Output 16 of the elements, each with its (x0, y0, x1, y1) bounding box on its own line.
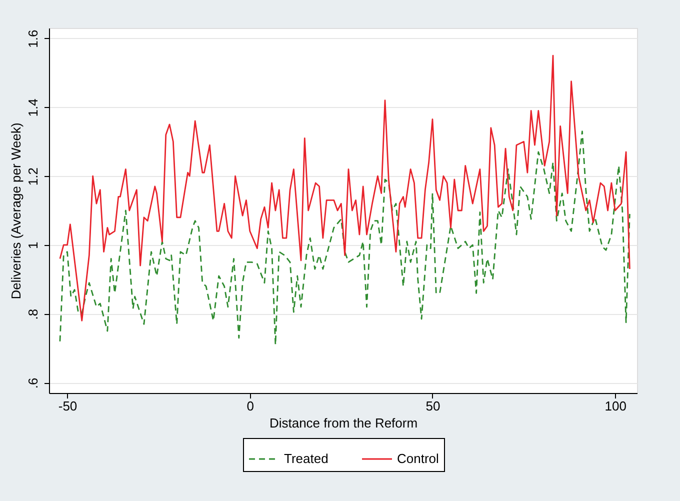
y-tick-label: 1 (26, 242, 40, 250)
y-axis-title: Deliveries (Average per Week) (8, 122, 24, 300)
x-tick-label: 0 (246, 398, 254, 414)
legend-label: Control (397, 451, 440, 466)
y-tick-label: 1.2 (26, 168, 40, 186)
legend-label: Treated (284, 451, 328, 466)
line-series (59, 130, 630, 346)
line-series (59, 54, 630, 322)
y-tick-label: 1.4 (26, 98, 40, 117)
x-axis-title: Distance from the Reform (269, 416, 418, 430)
x-tick-label: 50 (426, 398, 440, 414)
x-tick-label: 100 (604, 398, 626, 414)
x-tick-label: -50 (58, 398, 78, 414)
y-tick-label: .8 (26, 308, 40, 320)
y-tick-label: 1.6 (26, 30, 40, 48)
y-tick-label: .6 (26, 378, 40, 389)
